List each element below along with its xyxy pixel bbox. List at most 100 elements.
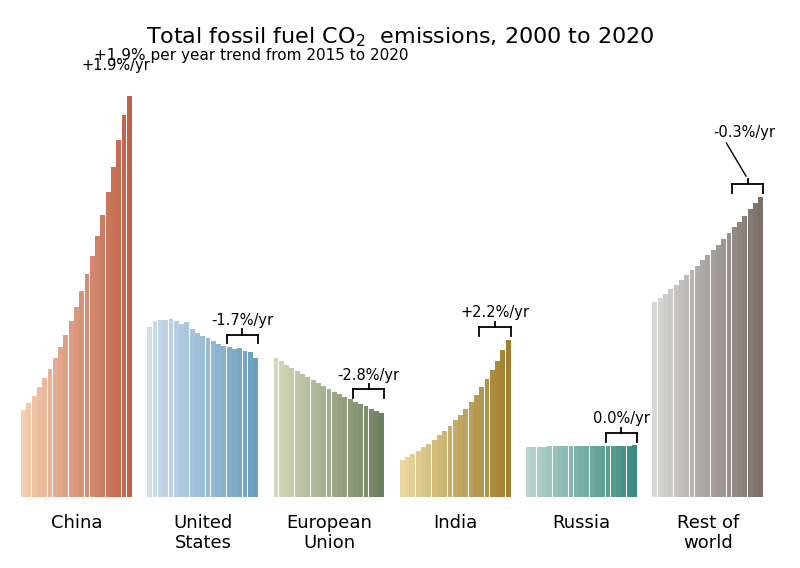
Bar: [127, 92, 132, 496]
Bar: [732, 228, 737, 496]
Bar: [300, 374, 305, 496]
Text: European
Union: European Union: [286, 513, 372, 552]
Bar: [442, 431, 447, 496]
Bar: [184, 323, 190, 496]
Text: +2.2%/yr: +2.2%/yr: [461, 306, 530, 320]
Bar: [248, 352, 253, 496]
Bar: [79, 291, 84, 496]
Bar: [421, 447, 426, 496]
Bar: [53, 358, 58, 496]
Bar: [585, 446, 590, 496]
Bar: [716, 244, 721, 496]
Bar: [169, 319, 174, 496]
Bar: [106, 192, 110, 496]
Bar: [232, 349, 237, 496]
Bar: [32, 395, 37, 496]
Bar: [748, 210, 753, 496]
Bar: [600, 446, 605, 496]
Bar: [163, 320, 168, 496]
Bar: [274, 358, 278, 496]
Text: -0.3%/yr: -0.3%/yr: [714, 126, 775, 140]
Bar: [506, 340, 510, 496]
Bar: [622, 445, 626, 496]
Bar: [326, 389, 331, 496]
Bar: [374, 411, 379, 496]
Bar: [579, 446, 584, 496]
Bar: [668, 289, 674, 496]
Text: Russia: Russia: [553, 513, 611, 532]
Bar: [47, 369, 52, 496]
Bar: [147, 327, 152, 496]
Bar: [310, 381, 315, 496]
Bar: [553, 446, 558, 496]
Bar: [37, 387, 42, 496]
Bar: [279, 361, 284, 496]
Bar: [226, 347, 232, 496]
Bar: [469, 402, 474, 496]
Bar: [306, 378, 310, 496]
Bar: [174, 321, 178, 496]
Bar: [410, 454, 415, 496]
Bar: [190, 329, 194, 496]
Bar: [722, 239, 726, 496]
Bar: [653, 302, 658, 496]
Bar: [611, 446, 616, 496]
Bar: [238, 348, 242, 496]
Bar: [426, 444, 431, 496]
Bar: [242, 351, 247, 496]
Bar: [531, 446, 536, 496]
Text: -2.8%/yr: -2.8%/yr: [338, 367, 400, 383]
Bar: [63, 335, 68, 496]
Bar: [684, 275, 689, 496]
Bar: [737, 222, 742, 496]
Bar: [753, 203, 758, 496]
Bar: [116, 140, 122, 496]
Bar: [58, 347, 63, 496]
Bar: [122, 115, 126, 496]
Bar: [595, 446, 600, 496]
Bar: [537, 446, 542, 496]
Bar: [574, 446, 578, 496]
Text: United
States: United States: [174, 513, 233, 552]
Bar: [658, 298, 662, 496]
Bar: [632, 445, 637, 496]
Bar: [400, 460, 405, 496]
Bar: [95, 236, 100, 496]
Bar: [405, 457, 410, 496]
Bar: [74, 307, 79, 496]
Bar: [547, 446, 552, 496]
Bar: [153, 321, 158, 496]
Bar: [710, 250, 715, 496]
Bar: [316, 383, 321, 496]
Bar: [479, 387, 484, 496]
Bar: [85, 274, 90, 496]
Bar: [485, 379, 490, 496]
Bar: [526, 446, 531, 496]
Text: India: India: [434, 513, 478, 532]
Bar: [200, 336, 205, 496]
Bar: [758, 197, 763, 496]
Text: +1.9% per year trend from 2015 to 2020: +1.9% per year trend from 2015 to 2020: [94, 48, 409, 64]
Bar: [222, 345, 226, 496]
Bar: [474, 395, 479, 496]
Bar: [542, 446, 547, 496]
Bar: [358, 404, 363, 496]
Bar: [563, 446, 568, 496]
Bar: [606, 446, 610, 496]
Bar: [742, 215, 747, 496]
Bar: [626, 445, 632, 496]
Bar: [616, 446, 621, 496]
Bar: [21, 410, 26, 496]
Bar: [690, 270, 694, 496]
Bar: [111, 167, 116, 496]
Bar: [195, 333, 200, 496]
Bar: [700, 261, 705, 496]
Text: 0.0%/yr: 0.0%/yr: [593, 411, 650, 427]
Bar: [337, 394, 342, 496]
Bar: [369, 409, 374, 496]
Bar: [463, 408, 468, 496]
Bar: [495, 361, 500, 496]
Text: Rest of
world: Rest of world: [677, 513, 739, 552]
Bar: [558, 446, 563, 496]
Bar: [254, 358, 258, 496]
